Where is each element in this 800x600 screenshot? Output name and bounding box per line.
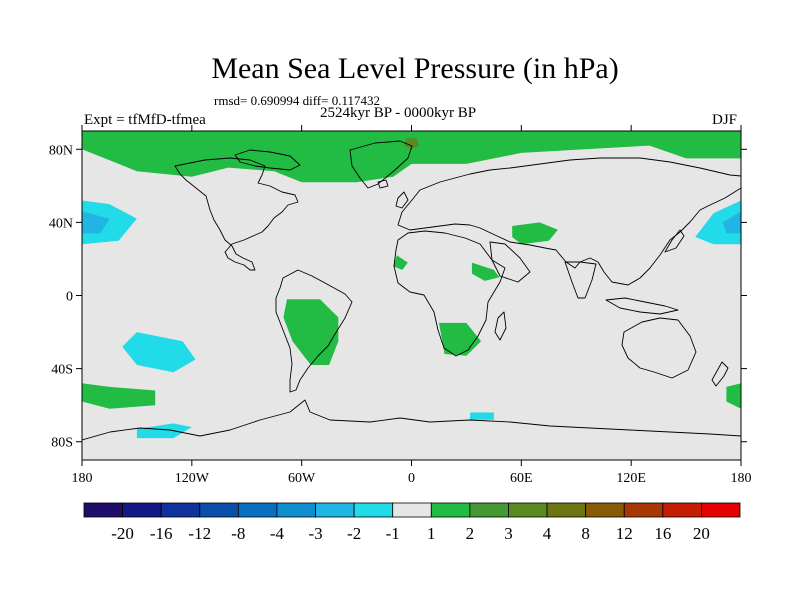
coastline-north-america <box>174 157 299 271</box>
colorbar-swatch <box>430 502 471 518</box>
period-line: 2524kyr BP - 0000kyr BP <box>320 105 477 121</box>
lat-tick-label: 40N <box>49 216 73 231</box>
colorbar-swatch <box>701 502 741 518</box>
lon-tick-label: 60E <box>510 471 533 486</box>
region-southern-ocean-west-positive <box>82 383 156 409</box>
colorbar-label: 2 <box>466 524 475 543</box>
region-arctic-band-positive <box>82 131 741 183</box>
region-north-pacific-east-core <box>722 211 741 234</box>
lon-tick-label: 120W <box>175 471 210 486</box>
coastline-new-zealand <box>711 361 729 387</box>
colorbar-label: -12 <box>188 524 211 543</box>
colorbar-swatch <box>315 502 355 518</box>
colorbar-label: -4 <box>270 524 285 543</box>
coastline-iceland <box>377 179 389 189</box>
region-arctic-local-max <box>404 138 419 150</box>
colorbar-label: 12 <box>616 524 633 543</box>
colorbar-swatch <box>199 502 239 518</box>
region-north-pacific-west-core <box>82 211 110 234</box>
colorbar-swatch <box>237 502 278 518</box>
lon-tick-label: 60W <box>288 471 316 486</box>
colorbar-label: 4 <box>543 524 552 543</box>
lon-tick-label: 120E <box>616 471 646 486</box>
colorbar-label: 8 <box>581 524 590 543</box>
coastline-greenland <box>349 140 413 189</box>
region-indian-ocean-south-negative <box>470 412 494 420</box>
contour-regions <box>82 131 741 439</box>
longitude-axis: 180 120W 60W 0 60E 120E 180 <box>72 125 752 486</box>
region-sahara-positive <box>393 255 408 270</box>
colorbar-label: -3 <box>308 524 322 543</box>
colorbar-swatch <box>353 502 394 518</box>
lon-tick-label: 180 <box>731 471 752 486</box>
region-southern-ocean-east-positive <box>726 383 741 409</box>
coastlines <box>82 140 741 460</box>
lat-tick-label: 40S <box>51 363 73 378</box>
colorbar-swatch <box>662 502 702 518</box>
colorbar-swatch <box>585 502 625 518</box>
colorbar-label: -20 <box>111 524 134 543</box>
coastline-africa <box>393 230 506 357</box>
colorbar-label: -1 <box>386 524 400 543</box>
coastline-indonesia <box>605 297 679 315</box>
region-east-africa-positive <box>471 262 500 281</box>
region-antarctic-coast-negative <box>136 423 192 439</box>
map-background <box>82 131 741 460</box>
coastline-japan <box>664 229 685 253</box>
colorbar-label: 16 <box>654 524 671 543</box>
colorbar-label: -16 <box>150 524 173 543</box>
region-southern-africa-positive <box>439 322 482 356</box>
coastline-south-america <box>275 269 353 393</box>
latitude-axis: 80N 40N 0 40S 80S <box>49 143 747 451</box>
stats-line: rmsd= 0.690994 diff= 0.117432 <box>214 93 380 108</box>
colorbar-swatch <box>160 502 201 518</box>
coastline-canadian-islands <box>234 149 301 171</box>
colorbar-label: -8 <box>231 524 245 543</box>
colorbar-label: 1 <box>427 524 436 543</box>
lon-tick-label: 180 <box>72 471 93 486</box>
coastline-madagascar <box>494 311 507 341</box>
coastline-india <box>564 261 597 299</box>
experiment-label: Expt = tfMfD-tfmea <box>84 112 206 128</box>
coastline-antarctica <box>82 399 741 460</box>
colorbar-swatch <box>546 502 587 518</box>
colorbar-swatch <box>276 502 316 518</box>
colorbar-swatch <box>83 502 123 518</box>
colorbar-label: 20 <box>693 524 710 543</box>
coastline-australia <box>621 317 697 379</box>
region-south-pacific-negative <box>122 332 196 373</box>
coastline-arabia <box>489 241 531 283</box>
colorbar-swatch <box>508 502 548 518</box>
lat-tick-label: 0 <box>66 290 73 305</box>
colorbar-swatch <box>392 502 432 518</box>
region-central-asia-positive <box>512 222 558 245</box>
season-label: DJF <box>712 112 738 128</box>
region-south-america-positive <box>283 299 339 365</box>
coastline-british-isles <box>395 191 409 209</box>
lat-tick-label: 80N <box>49 143 73 158</box>
colorbar: -20 -16 -12 -8 -4 -3 -2 -1 1 2 3 4 8 12 16 20 <box>83 502 741 543</box>
page-title: Mean Sea Level Pressure (in hPa) <box>211 52 619 85</box>
colorbar-label: 3 <box>504 524 513 543</box>
lon-tick-label: 0 <box>408 471 415 486</box>
lat-tick-label: 80S <box>51 436 73 451</box>
colorbar-swatch <box>122 502 162 518</box>
colorbar-swatch <box>623 502 664 518</box>
colorbar-swatch <box>469 502 509 518</box>
colorbar-label: -2 <box>347 524 361 543</box>
